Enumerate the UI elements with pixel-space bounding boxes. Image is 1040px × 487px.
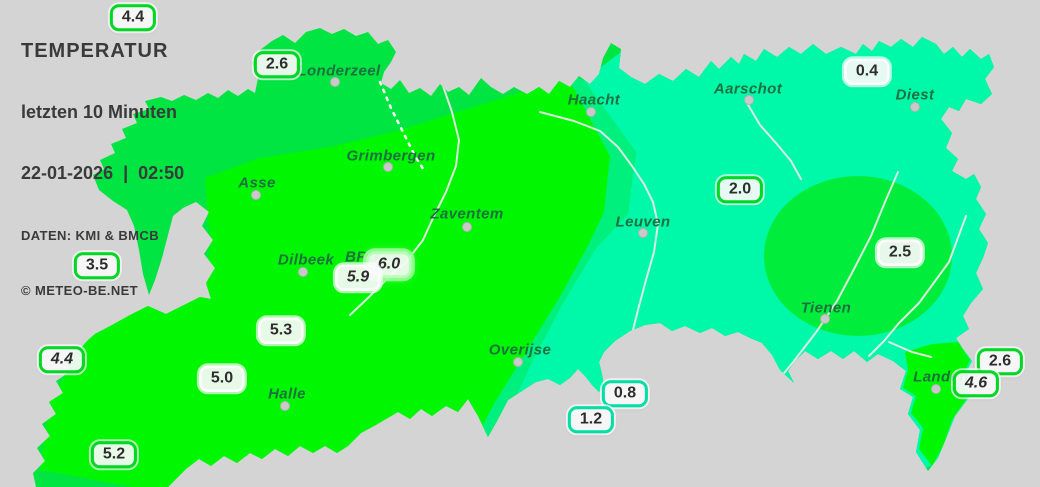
temp-label: 2.0 <box>716 176 764 204</box>
region-landen-blob <box>903 342 970 466</box>
region-warm-core <box>40 78 618 487</box>
page-title: TEMPERATUR <box>21 40 169 62</box>
city-label: Grimbergen <box>346 147 436 165</box>
data-source: DATEN: KMI & BMCB <box>21 228 159 243</box>
city-label: Dilbeek <box>277 251 335 269</box>
city-dot <box>298 267 308 277</box>
city-label: Diest <box>895 86 935 104</box>
city-label: Asse <box>238 174 276 192</box>
temp-label: 4.4 <box>38 346 86 374</box>
city-dot <box>931 384 941 394</box>
temp-label: 1.2 <box>567 406 615 434</box>
city-dot <box>638 228 648 238</box>
temp-label: 5.2 <box>90 441 138 469</box>
temp-label: 5.3 <box>257 317 305 345</box>
city-label: Overijse <box>488 341 552 359</box>
city-label: Aarschot <box>713 80 783 98</box>
city-dot <box>462 222 472 232</box>
city-dot <box>744 95 754 105</box>
temp-label: 5.0 <box>198 365 246 393</box>
map-header: TEMPERATUR letzten 10 Minuten 22-01-2026… <box>21 4 184 334</box>
temp-label: 0.8 <box>601 380 649 408</box>
canal-dashed-line <box>378 80 427 174</box>
city-label: Londerzeel <box>297 62 381 80</box>
copyright-label: © METEO-BE.NET <box>21 283 139 298</box>
river-demer-line <box>746 102 802 180</box>
canal-line <box>349 85 460 316</box>
city-label: Halle <box>268 385 306 403</box>
city-dot <box>586 107 596 117</box>
city-dot <box>330 77 340 87</box>
datetime-label: 22-01-2026 | 02:50 <box>21 163 185 183</box>
temp-label: 2.5 <box>876 239 924 267</box>
region-tienen-pocket <box>764 176 952 336</box>
city-label: Tienen <box>800 299 852 317</box>
road-landen-line <box>888 341 932 358</box>
temp-label: 2.6 <box>253 51 301 79</box>
river-dijle-line <box>539 111 659 367</box>
city-label: Haacht <box>567 91 621 109</box>
city-label: Zaventem <box>430 205 504 223</box>
temp-label: 3.5 <box>73 252 121 280</box>
road-east-line <box>868 215 967 357</box>
city-dot <box>820 314 830 324</box>
temp-label: 5.9 <box>334 264 382 292</box>
temp-label: 4.6 <box>952 370 1000 398</box>
city-dot <box>513 357 523 367</box>
temp-label: 0.4 <box>843 58 891 86</box>
page-subtitle: letzten 10 Minuten <box>21 102 178 122</box>
city-label: Leuven <box>615 213 671 231</box>
city-dot <box>383 162 393 172</box>
city-dot <box>251 190 261 200</box>
city-dot <box>910 102 920 112</box>
city-dot <box>280 401 290 411</box>
temp-label: 4.4 <box>109 4 157 32</box>
